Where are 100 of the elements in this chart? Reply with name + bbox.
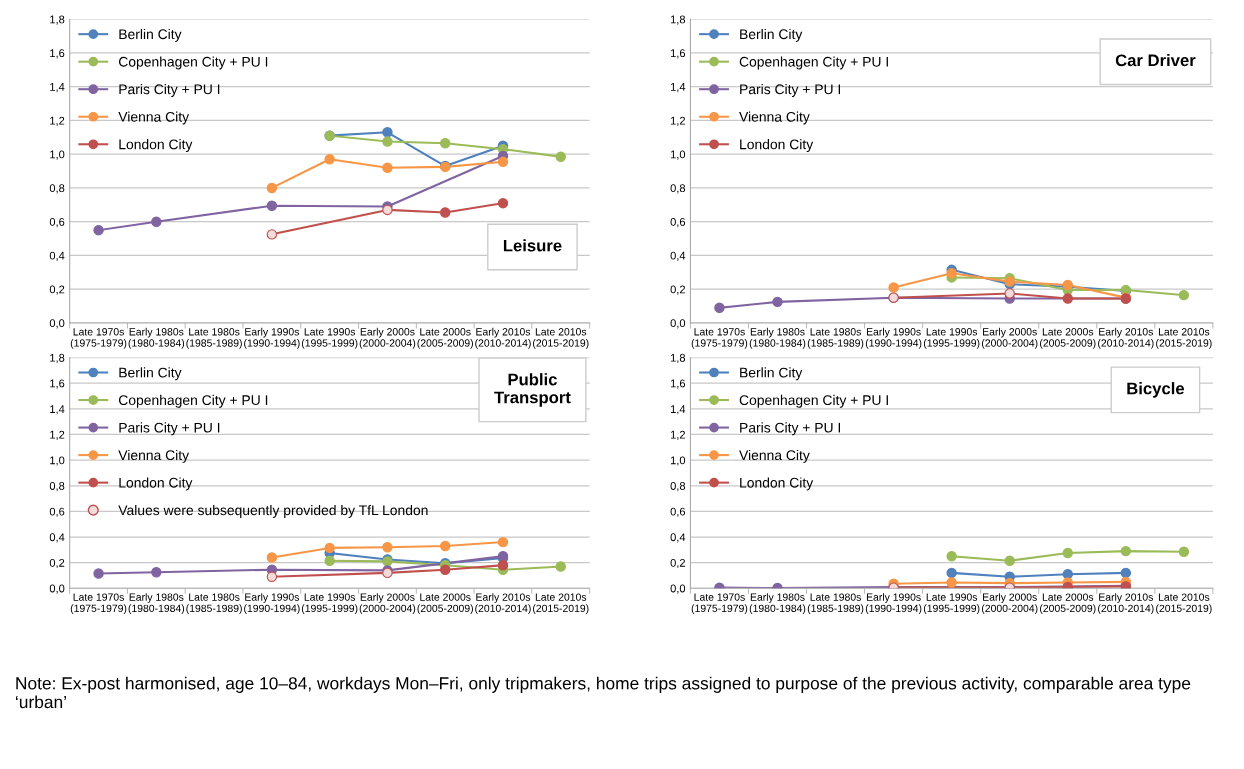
x-tick-label: Late 2000s (2005-2009) [417,593,473,615]
x-tick-label: Early 1990s (1990-1994) [244,593,300,615]
x-tick-label: Late 2010s (2015-2019) [1156,328,1212,349]
x-tick-label: Late 2000s (2005-2009) [1040,593,1096,615]
x-tick-label: Early 2000s (2000-2004) [981,593,1038,615]
y-tick-label: 0,0 [49,584,65,594]
legend-label: Berlin City [119,28,182,42]
y-tick-label: 1,2 [50,116,65,126]
y-tick-label: 1,2 [670,116,685,126]
x-tick-label: Early 1980s (1980-1984) [128,327,185,349]
legend-label: Berlin City [740,28,803,42]
y-tick-label: 1,8 [670,353,686,364]
y-tick-label: 1,6 [50,379,65,389]
y-tick-label: 0,2 [49,285,65,295]
x-tick-label: Late 2010s (2015-2019) [533,593,589,615]
x-tick-label: Late 2000s (2005-2009) [1040,328,1096,349]
y-tick-label: 1,0 [50,150,65,160]
x-tick-label: Early 1980s (1980-1984) [749,327,806,349]
legend-label: Vienna City [739,449,810,463]
y-tick-label: 0,8 [670,184,686,194]
legend-label: Values were subsequently provided by TfL London [118,504,428,518]
x-tick-label: Late 1970s (1975-1979) [691,593,748,615]
y-tick-label: 1,6 [670,379,686,389]
y-tick-label: 0,6 [670,507,686,517]
legend-label: Paris City + PU I [740,84,841,97]
x-tick-label: Early 2000s (2000-2004) [981,327,1038,349]
y-tick-label: 1,0 [670,150,686,160]
y-tick-label: 0,2 [49,558,65,569]
x-tick-label: Late 1990s (1995-1999) [923,328,980,349]
x-tick-label: Early 1990s (1990-1994) [865,593,922,615]
x-tick-label: Late 1970s (1975-1979) [70,593,127,615]
legend-label: London City [119,477,193,491]
y-tick-label: 0,4 [49,251,65,261]
y-tick-label: 1,8 [50,353,65,364]
legend-label: Vienna City [118,111,190,125]
x-tick-label: Early 2010s (2010-2014) [1098,327,1154,349]
y-tick-label: 0,2 [670,558,685,569]
text: Car Driver [1115,53,1196,67]
y-tick-label: 0,4 [49,533,65,543]
x-tick-label: Late 1990s (1995-1999) [923,593,980,615]
x-tick-label: Late 1980s (1985-1989) [186,328,242,349]
legend-label: Berlin City [119,367,182,381]
y-tick-label: 0,8 [49,184,65,194]
x-tick-label: Early 1990s (1990-1994) [244,327,300,349]
y-tick-label: 1,4 [50,83,65,93]
legend-label: Paris City + PU I [119,84,220,97]
x-tick-label: Early 2010s (2010-2014) [1098,593,1154,615]
x-tick-label: Early 1980s (1980-1984) [128,593,185,615]
y-tick-label: 1,8 [50,15,65,25]
y-tick-label: 0,6 [49,507,65,517]
text: Bicycle [1127,382,1185,398]
legend-label: Copenhagen City + PU I [739,56,888,70]
legend-label: Paris City + PU I [119,422,220,436]
legend-label: London City [119,139,193,153]
legend-label: London City [740,477,814,491]
x-tick-label: Late 1990s (1995-1999) [301,593,358,615]
y-tick-label: 0,0 [670,584,686,594]
y-tick-label: 1,4 [50,405,65,415]
y-tick-label: 0,8 [670,482,686,492]
legend-label: Vienna City [739,111,810,125]
y-tick-label: 1,2 [50,430,65,440]
text: Note: Ex-post harmonised, age 10–84, workdays Mon–Fri, only tripmakers, home trips assigned to purpose of the previous activity, comparable area type ‘urban’ [16,676,1191,709]
x-tick-label: Late 1970s (1975-1979) [70,328,127,349]
x-tick-label: Early 2010s (2010-2014) [475,327,531,349]
y-tick-label: 1,0 [670,456,686,466]
y-tick-label: 0,6 [670,218,686,228]
x-tick-label: Late 1990s (1995-1999) [301,328,358,349]
legend-label: London City [740,139,814,153]
x-tick-label: Early 2000s (2000-2004) [359,327,416,349]
y-tick-label: 1,6 [670,49,686,59]
text: Leisure [503,239,562,252]
y-tick-label: 0,8 [49,482,65,492]
y-tick-label: 1,6 [50,49,65,59]
x-tick-label: Late 2000s (2005-2009) [417,328,473,349]
y-tick-label: 1,4 [670,83,686,93]
x-tick-label: Late 1980s (1985-1989) [186,593,242,615]
x-tick-label: Late 2010s (2015-2019) [1156,593,1212,615]
y-tick-label: 0,6 [49,218,65,228]
y-tick-label: 1,2 [670,430,685,440]
x-tick-label: Late 1980s (1985-1989) [807,328,864,349]
y-tick-label: 1,4 [670,405,686,415]
legend-label: Paris City + PU I [740,422,841,436]
legend-label: Copenhagen City + PU I [739,394,888,408]
legend-label: Berlin City [740,367,803,381]
x-tick-label: Early 1980s (1980-1984) [749,593,806,615]
y-tick-label: 0,4 [670,533,686,543]
x-tick-label: Late 1980s (1985-1989) [807,593,864,615]
y-tick-label: 0,2 [670,285,685,295]
x-tick-label: Early 2000s (2000-2004) [359,593,416,615]
x-tick-label: Early 2010s (2010-2014) [475,593,531,615]
y-tick-label: 1,8 [670,15,686,25]
y-tick-label: 0,0 [49,319,65,329]
x-tick-label: Late 1970s (1975-1979) [691,328,748,349]
x-tick-label: Late 2010s (2015-2019) [533,328,589,349]
y-tick-label: 1,0 [50,456,65,466]
legend-label: Copenhagen City + PU I [118,394,268,408]
x-tick-label: Early 1990s (1990-1994) [865,327,922,349]
legend-label: Vienna City [118,449,190,463]
legend-label: Copenhagen City + PU I [118,56,268,70]
y-tick-label: 0,4 [670,251,686,261]
